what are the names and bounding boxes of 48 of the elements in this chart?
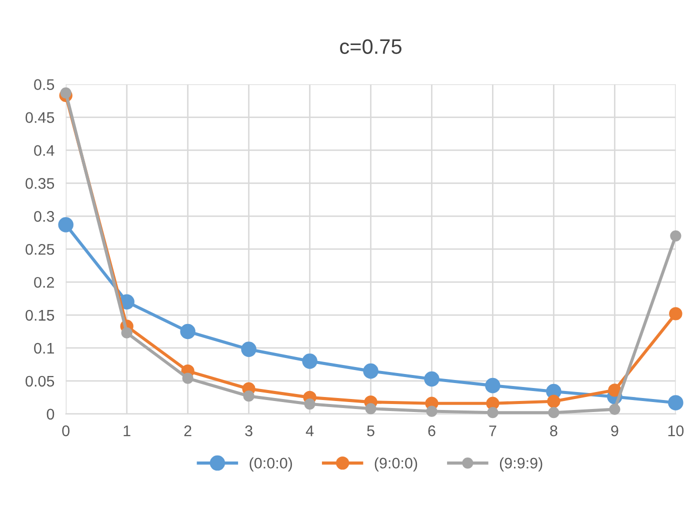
legend-label: (9:9:9) [500,457,542,472]
legend-label: (0:0:0) [250,457,292,472]
y-tick-label: 0.35 [26,178,54,189]
point [121,327,132,338]
point [58,217,74,232]
y-tick-label: 0.05 [26,376,54,387]
legend-label: (9:0:0) [374,457,418,472]
point [304,398,316,410]
y-tick-label: 0.2 [34,276,54,288]
point [424,371,440,387]
y-tick-label: 0.3 [34,211,54,222]
point [608,384,622,397]
y-tick-label: 0.4 [34,145,54,156]
x-tick-label: 8 [550,425,558,436]
x-tick-label: 10 [668,425,684,436]
x-tick-label: 4 [306,426,314,436]
point [363,363,378,379]
y-tick-label: 0 [46,408,54,420]
point [547,394,560,408]
point [182,372,194,384]
y-tick-label: 0.5 [34,79,54,90]
point [487,407,498,418]
y-tick-label: 0.15 [26,310,54,321]
point [668,395,684,410]
point [241,342,256,357]
point [485,378,500,394]
x-tick-label: 1 [124,426,130,436]
point [426,406,438,417]
y-tick-label: 0.1 [34,342,54,354]
point [302,354,318,369]
x-tick-label: 5 [367,426,374,436]
x-tick-label: 0 [62,425,70,436]
point [365,403,376,414]
x-tick-label: 9 [611,425,618,436]
point [609,404,620,415]
x-tick-label: 3 [245,425,252,436]
point [548,407,560,418]
point [669,307,682,320]
point [670,230,682,242]
point [180,324,196,340]
x-tick-label: 7 [489,426,496,436]
y-tick-label: 0.25 [26,244,54,255]
chart-title: c=0.75 [340,39,402,54]
y-tick-label: 0.45 [26,112,54,123]
point [243,390,254,402]
x-tick-label: 2 [184,425,192,436]
point [60,87,72,98]
x-tick-label: 6 [428,425,436,436]
